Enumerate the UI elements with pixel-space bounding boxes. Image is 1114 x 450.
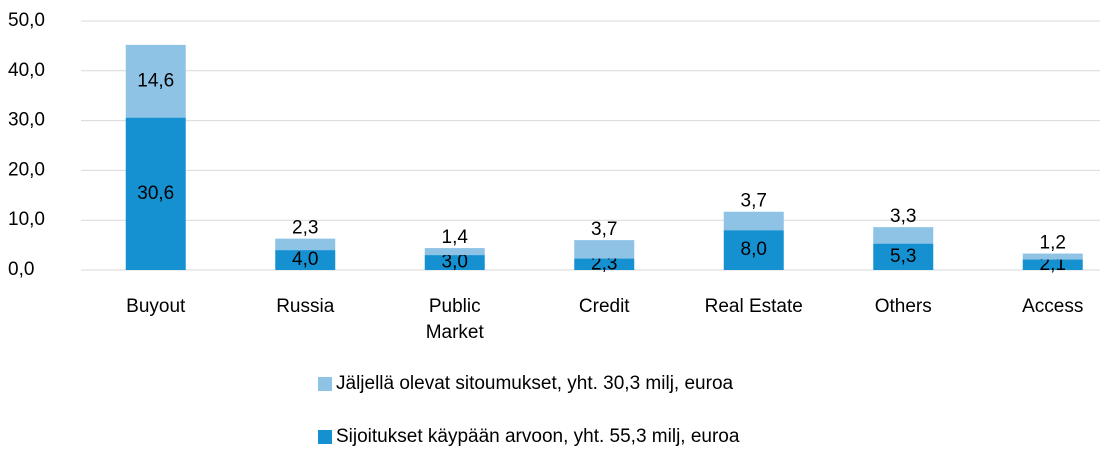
x-label-box: Access xyxy=(1022,296,1084,317)
bar-segment xyxy=(125,44,186,118)
data-label: 3,7 xyxy=(591,219,617,240)
x-tick-label: Buyout xyxy=(126,296,186,317)
bar-segment xyxy=(275,238,336,251)
bar-segment xyxy=(574,258,635,270)
bar-segment xyxy=(1022,253,1083,260)
bar-segment xyxy=(1022,259,1083,270)
x-tick-label: Real Estate xyxy=(704,296,803,317)
bar-segment xyxy=(873,227,934,244)
x-label-box: Credit xyxy=(578,296,630,317)
bar-segment xyxy=(424,248,485,256)
data-label: 8,0 xyxy=(741,239,767,260)
bar-segment xyxy=(574,240,635,259)
data-label: 1,4 xyxy=(442,227,469,248)
y-tick-label: 50,0 xyxy=(8,10,45,31)
y-tick-label: 40,0 xyxy=(8,60,45,81)
x-tick-label: Access xyxy=(1022,296,1084,317)
y-tick-label: 30,0 xyxy=(8,110,45,131)
y-tick-label: 0,0 xyxy=(8,259,34,280)
legend-label: Sijoitukset käypään arvoon, yht. 55,3 mi… xyxy=(336,426,740,447)
x-label-box: Public Market xyxy=(425,296,484,343)
data-label: 3,0 xyxy=(442,252,468,273)
legend-label: Jäljellä olevat sitoumukset, yht. 30,3 m… xyxy=(336,373,734,394)
x-tick-label: Credit xyxy=(578,296,630,317)
legend-swatch xyxy=(318,430,332,444)
x-tick-label: Others xyxy=(874,296,932,317)
data-label: 14,6 xyxy=(137,70,174,91)
data-label: 1,2 xyxy=(1040,233,1066,254)
x-label-box: Russia xyxy=(276,296,335,317)
data-label: 4,0 xyxy=(292,249,318,270)
y-tick-label: 20,0 xyxy=(8,159,45,180)
y-tick-label: 10,0 xyxy=(8,209,45,230)
bar-segment xyxy=(723,211,784,231)
x-label-box: Real Estate xyxy=(704,296,803,317)
legend-swatch xyxy=(318,377,332,391)
data-label: 30,6 xyxy=(137,183,174,204)
data-label: 5,3 xyxy=(890,246,916,267)
data-label: 3,3 xyxy=(890,206,916,227)
x-tick-label: Russia xyxy=(276,296,335,317)
bar-segment xyxy=(125,117,186,270)
x-label-box: Buyout xyxy=(126,296,186,317)
bar-segment xyxy=(275,250,336,270)
bar-segment xyxy=(873,243,934,270)
x-tick-label: Public Market xyxy=(425,296,484,343)
data-label: 3,7 xyxy=(741,191,767,212)
bar-segment xyxy=(424,255,485,270)
data-label: 2,3 xyxy=(292,218,318,239)
bar-segment xyxy=(723,230,784,270)
x-label-box: Others xyxy=(874,296,932,317)
